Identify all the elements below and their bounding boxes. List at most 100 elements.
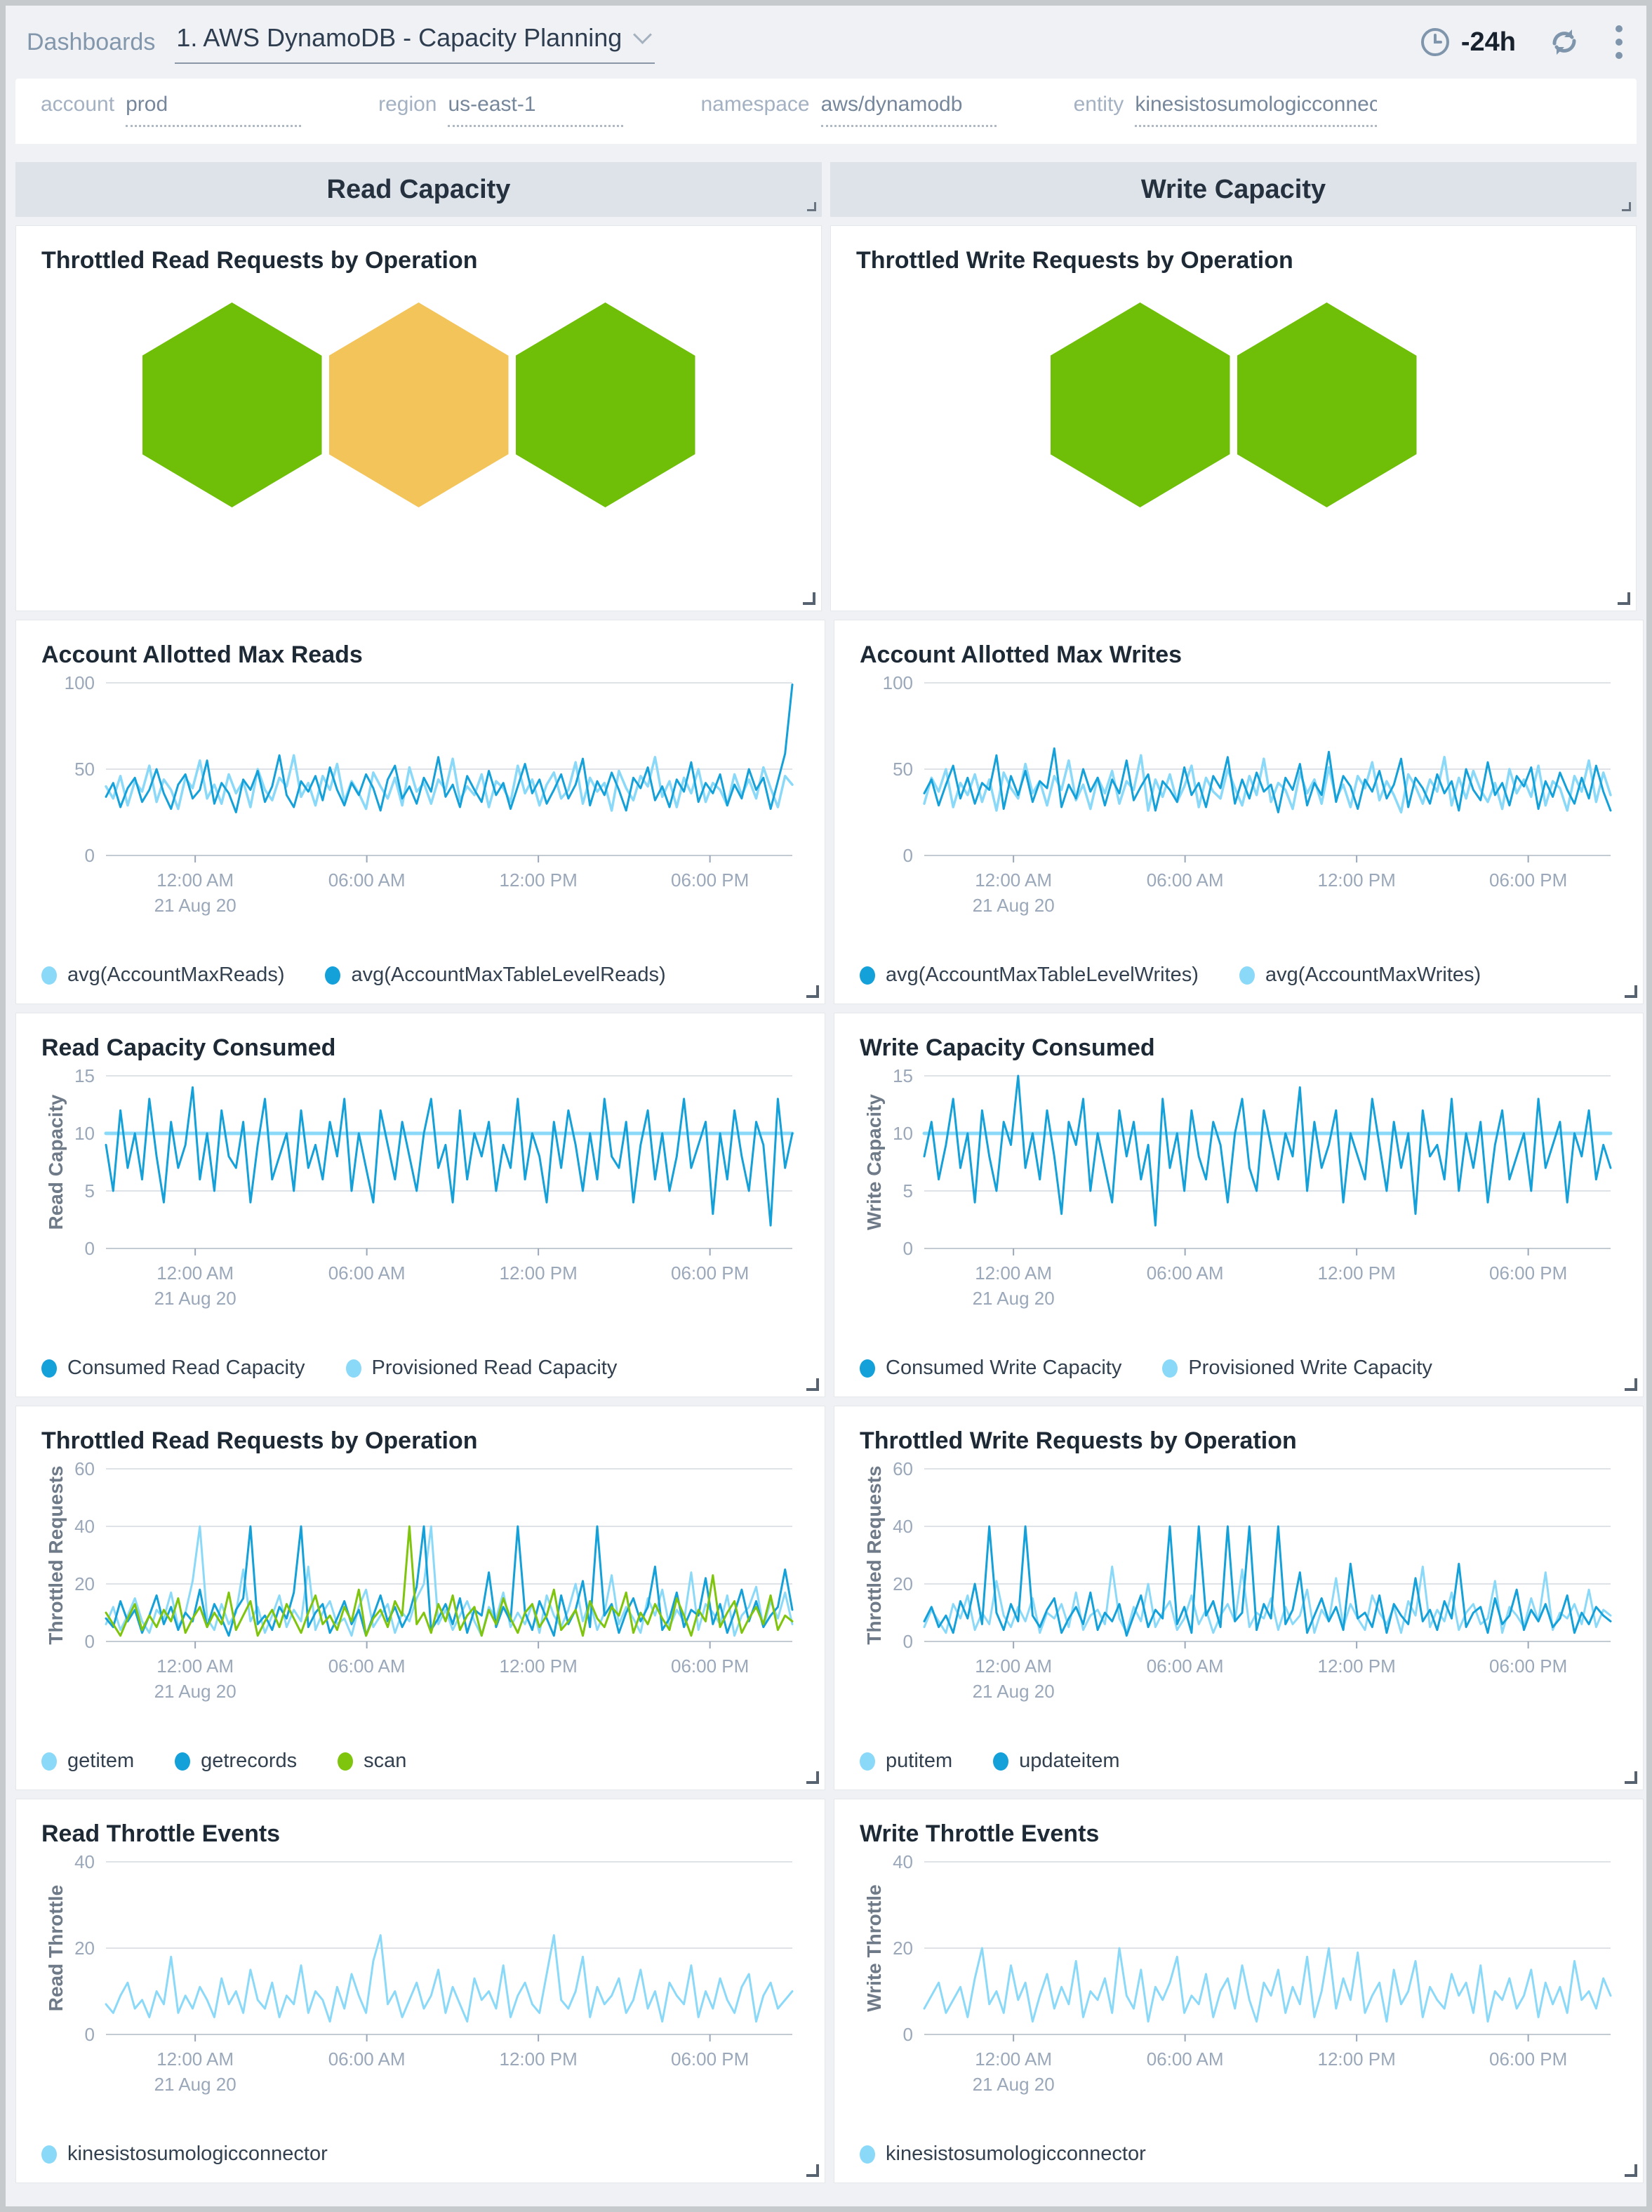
svg-text:60: 60 <box>893 1458 913 1479</box>
line-chart[interactable]: 0 20 40 12:00 AM 21 Aug 20 06:00 AM 12:00 PM 06… <box>860 1851 1618 2098</box>
svg-text:06:00 PM: 06:00 PM <box>1489 870 1567 891</box>
panel-title: Throttled Read Requests by Operation <box>41 247 478 274</box>
filter-namespace-value[interactable]: aws/dynamodb <box>820 93 997 127</box>
chevron-down-icon <box>633 25 653 44</box>
panel-title: Read Throttle Events <box>41 1820 281 1847</box>
panel-account-allotted-max-reads: Account Allotted Max Reads 0 50 100 12:00 A… <box>15 620 825 1004</box>
line-chart[interactable]: 0 20 40 12:00 AM 21 Aug 20 06:00 AM 12:00 PM 06… <box>41 1851 799 2098</box>
legend-item[interactable]: kinesistosumologicconnector <box>41 2143 328 2166</box>
chart-series <box>105 684 794 813</box>
svg-text:06:00 PM: 06:00 PM <box>1489 1655 1567 1677</box>
svg-text:0: 0 <box>903 1631 913 1652</box>
panel-account-allotted-max-writes: Account Allotted Max Writes 0 50 100 12:00 … <box>834 620 1644 1004</box>
resize-handle-icon[interactable] <box>1625 1378 1637 1391</box>
resize-handle-icon[interactable] <box>1618 592 1630 605</box>
resize-handle-icon[interactable] <box>806 2164 819 2177</box>
filter-account-value[interactable]: prod <box>126 93 302 127</box>
resize-handle-icon[interactable] <box>807 202 816 211</box>
legend-item[interactable]: scan <box>338 1750 406 1773</box>
svg-text:20: 20 <box>893 1573 913 1594</box>
panel-title: Write Throttle Events <box>860 1820 1100 1847</box>
legend-dot <box>325 966 341 985</box>
line-chart[interactable]: 0 20 40 60 12:00 AM 21 Aug 20 06:00 AM 12:00 PM… <box>860 1458 1618 1705</box>
svg-text:12:00 PM: 12:00 PM <box>1317 1262 1395 1284</box>
resize-handle-icon[interactable] <box>1625 985 1637 998</box>
svg-text:12:00 PM: 12:00 PM <box>499 870 577 891</box>
panel-title: Throttled Read Requests by Operation <box>41 1427 478 1454</box>
legend-item[interactable]: kinesistosumologicconnector <box>860 2143 1146 2166</box>
svg-text:06:00 AM: 06:00 AM <box>1147 2048 1224 2070</box>
resize-handle-icon[interactable] <box>806 1378 819 1391</box>
svg-text:06:00 PM: 06:00 PM <box>671 1655 749 1677</box>
chart-series <box>105 1934 794 2023</box>
line-chart[interactable]: 0 5 10 15 12:00 AM 21 Aug 20 06:00 AM 12:00 PM 0… <box>41 1065 799 1312</box>
resize-handle-icon[interactable] <box>806 1771 819 1784</box>
dashboard-title-dropdown[interactable]: 1. AWS DynamoDB - Capacity Planning <box>175 20 655 64</box>
legend-item[interactable]: avg(AccountMaxTableLevelReads) <box>325 964 666 987</box>
legend-dot <box>41 2145 57 2164</box>
legend-label: Consumed Write Capacity <box>886 1357 1122 1379</box>
time-range-picker[interactable]: -24h <box>1420 27 1516 58</box>
line-chart[interactable]: 0 50 100 12:00 AM 21 Aug 20 06:00 AM 12:00 PM 0… <box>860 672 1618 919</box>
legend-item[interactable]: Provisioned Read Capacity <box>345 1357 617 1380</box>
legend-item[interactable]: getrecords <box>175 1750 297 1773</box>
hexagon-cell[interactable] <box>515 302 695 507</box>
svg-text:0: 0 <box>85 2024 95 2045</box>
legend-item[interactable]: putitem <box>860 1750 952 1773</box>
filter-label: account <box>41 93 115 116</box>
svg-text:06:00 PM: 06:00 PM <box>671 870 749 891</box>
hexagon-cell[interactable] <box>142 302 322 507</box>
chart-legend: Consumed Write Capacity Provisioned Write… <box>860 1357 1618 1380</box>
panel-title: Throttled Write Requests by Operation <box>860 1427 1297 1454</box>
svg-text:40: 40 <box>893 1516 913 1537</box>
svg-text:21 Aug 20: 21 Aug 20 <box>154 2074 237 2095</box>
filter-bar: account prod region us-east-1 namespace … <box>15 79 1637 144</box>
svg-text:12:00 AM: 12:00 AM <box>156 2048 234 2070</box>
chart-svg: 0 20 40 12:00 AM 21 Aug 20 06:00 AM 12:00 PM 06… <box>45 1851 794 2095</box>
breadcrumb[interactable]: Dashboards <box>27 28 156 55</box>
legend-label: avg(AccountMaxTableLevelWrites) <box>886 964 1199 986</box>
filter-namespace: namespace aws/dynamodb <box>700 93 997 127</box>
chart-series <box>923 1525 1612 1637</box>
resize-handle-icon[interactable] <box>806 985 819 998</box>
svg-text:15: 15 <box>893 1065 913 1086</box>
kebab-menu-icon[interactable] <box>1613 22 1625 62</box>
filter-entity-value[interactable]: kinesistosumologicconnector <box>1135 93 1378 127</box>
legend-item[interactable]: Provisioned Write Capacity <box>1162 1357 1432 1380</box>
hexagon-cell[interactable] <box>1237 302 1417 507</box>
resize-handle-icon[interactable] <box>1622 202 1631 211</box>
line-chart[interactable]: 0 20 40 60 12:00 AM 21 Aug 20 06:00 AM 12:00 PM… <box>41 1458 799 1705</box>
svg-text:12:00 PM: 12:00 PM <box>1317 2048 1395 2070</box>
panel-title: Account Allotted Max Reads <box>41 641 363 668</box>
legend-item[interactable]: avg(AccountMaxWrites) <box>1239 964 1481 987</box>
legend-label: getrecords <box>201 1750 298 1772</box>
legend-item[interactable]: Consumed Read Capacity <box>41 1357 305 1380</box>
legend-dot <box>1239 966 1255 985</box>
legend-label: Consumed Read Capacity <box>67 1357 305 1379</box>
legend-item[interactable]: avg(AccountMaxTableLevelWrites) <box>860 964 1199 987</box>
svg-text:Write Throttle: Write Throttle <box>863 1884 885 2011</box>
svg-text:12:00 AM: 12:00 AM <box>975 2048 1052 2070</box>
svg-text:100: 100 <box>65 672 95 693</box>
resize-handle-icon[interactable] <box>1625 1771 1637 1784</box>
legend-item[interactable]: Consumed Write Capacity <box>860 1357 1121 1380</box>
resize-handle-icon[interactable] <box>803 592 815 605</box>
hexagon-cell[interactable] <box>1050 302 1230 507</box>
hexagon-cell[interactable] <box>328 302 509 507</box>
svg-text:Throttled Requests: Throttled Requests <box>45 1465 67 1644</box>
line-chart[interactable]: 0 50 100 12:00 AM 21 Aug 20 06:00 AM 12:00 PM 0… <box>41 672 799 919</box>
filter-region-value[interactable]: us-east-1 <box>448 93 624 127</box>
svg-text:21 Aug 20: 21 Aug 20 <box>154 1681 237 1702</box>
legend-item[interactable]: updateitem <box>993 1750 1120 1773</box>
line-chart[interactable]: 0 5 10 15 12:00 AM 21 Aug 20 06:00 AM 12:00 PM 0… <box>860 1065 1618 1312</box>
chart-legend: putitem updateitem <box>860 1750 1618 1773</box>
legend-item[interactable]: getitem <box>41 1750 134 1773</box>
svg-text:20: 20 <box>893 1938 913 1959</box>
chart-svg: 0 5 10 15 12:00 AM 21 Aug 20 06:00 AM 12:00 PM 0… <box>863 1065 1613 1309</box>
svg-text:06:00 AM: 06:00 AM <box>328 1655 406 1677</box>
panel-read-capacity-consumed: Read Capacity Consumed 0 5 10 15 12:00 AM 21 … <box>15 1013 825 1397</box>
refresh-icon[interactable] <box>1548 27 1580 58</box>
svg-text:10: 10 <box>74 1123 95 1144</box>
resize-handle-icon[interactable] <box>1625 2164 1637 2177</box>
legend-item[interactable]: avg(AccountMaxReads) <box>41 964 284 987</box>
